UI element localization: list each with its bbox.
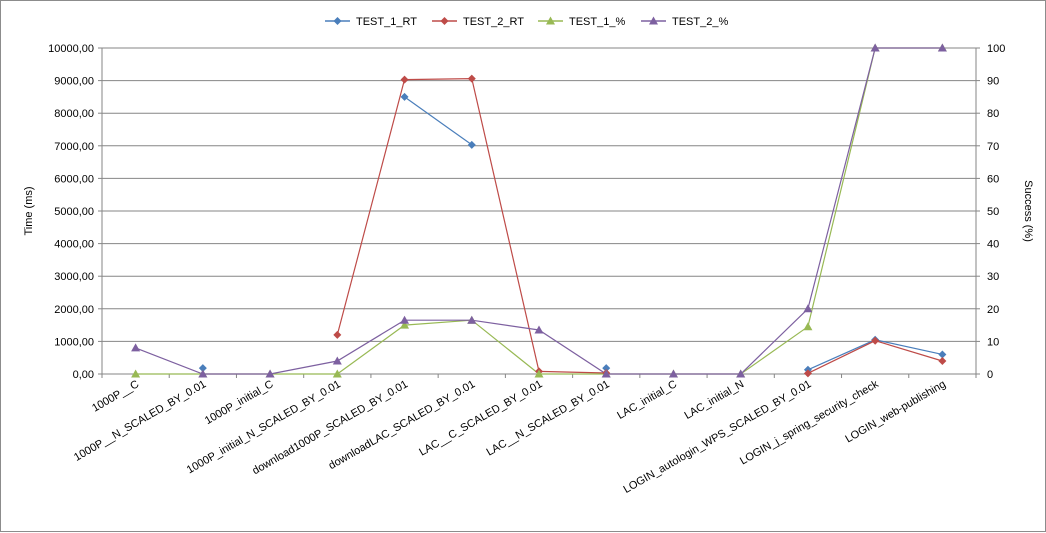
y-tick-label: 5000,00 (54, 206, 94, 218)
data-point (803, 304, 813, 313)
x-tick-label: LOGIN_j_spring_security_check (738, 378, 881, 468)
data-point (400, 320, 410, 329)
legend: TEST_1_RT TEST_2_RT TEST_1_% TEST_2_% (325, 16, 728, 28)
data-point (534, 369, 544, 378)
data-point (198, 369, 208, 378)
y2-tick-label: 50 (987, 206, 999, 218)
legend-label: TEST_1_% (569, 16, 625, 28)
y2-tick-label: 10 (987, 336, 999, 348)
data-point (938, 356, 947, 365)
y2-tick-label: 90 (987, 76, 999, 88)
series-line (807, 340, 943, 374)
y2-tick-label: 80 (987, 108, 999, 120)
data-point (333, 330, 342, 339)
y-tick-label: 8000,00 (54, 108, 94, 120)
data-point (332, 369, 342, 378)
y2-tick-label: 0 (987, 369, 993, 381)
x-tick-label: LAC_initial_N (682, 378, 746, 422)
y2-tick-label: 30 (987, 271, 999, 283)
series-markers (131, 43, 947, 378)
data-point (400, 75, 409, 84)
data-point (467, 74, 476, 83)
category-labels: 1000P__C1000P__N_SCALED_BY_0.011000P_ini… (72, 378, 948, 496)
y-tick-label: 6000,00 (54, 173, 94, 185)
y2-tick-label: 70 (987, 141, 999, 153)
data-point (736, 369, 746, 378)
data-point (601, 369, 611, 378)
legend-label: TEST_2_RT (463, 16, 524, 28)
right-axis-ticks: 0 10 20 30 40 50 60 70 80 90 100 (987, 43, 1005, 381)
data-point (198, 364, 207, 373)
data-point (400, 92, 409, 101)
x-tick-label: 1000P__C (90, 378, 141, 414)
y-tick-label: 10000,00 (48, 43, 94, 55)
series-line (404, 96, 473, 146)
y2-tick-label: 40 (987, 239, 999, 251)
y2-tick-label: 20 (987, 304, 999, 316)
data-point (131, 343, 141, 352)
data-point (803, 322, 813, 331)
data-point (534, 325, 544, 334)
data-point (400, 315, 410, 324)
data-point (467, 315, 477, 324)
y-tick-label: 9000,00 (54, 76, 94, 88)
data-point (937, 43, 947, 52)
left-axis-ticks: 0,00 1000,00 2000,00 3000,00 4000,00 5000,00 6… (48, 43, 94, 381)
data-point (265, 369, 275, 378)
legend-marker (440, 17, 449, 25)
data-point (871, 336, 880, 345)
y-tick-label: 3000,00 (54, 271, 94, 283)
y-tick-label: 0,00 (73, 369, 94, 381)
legend-marker (546, 16, 555, 25)
y-tick-label: 2000,00 (54, 304, 94, 316)
y-tick-label: 1000,00 (54, 336, 94, 348)
series-line (336, 77, 607, 374)
y-axis-title: Time (ms) (23, 186, 35, 235)
legend-marker (649, 16, 658, 25)
legend-marker (333, 17, 342, 25)
x-tick-label: LAC__N_SCALED_BY_0.01 (484, 378, 611, 458)
y-tick-label: 7000,00 (54, 141, 94, 153)
data-point (131, 369, 141, 378)
legend-label: TEST_2_% (672, 16, 728, 28)
x-tick-label: 1000P__N_SCALED_BY_0.01 (72, 378, 208, 464)
data-point (332, 356, 342, 365)
gridlines (102, 47, 976, 342)
data-point (803, 369, 812, 378)
x-tick-label: LAC__C_SCALED_BY_0.01 (417, 378, 544, 458)
legend-label: TEST_1_RT (356, 16, 417, 28)
data-point (602, 364, 611, 373)
y2-tick-label: 100 (987, 43, 1005, 55)
y-tick-label: 4000,00 (54, 239, 94, 251)
data-point (870, 43, 880, 52)
x-tick-label: LAC_initial_C (615, 378, 679, 422)
y2-tick-label: 60 (987, 173, 999, 185)
data-point (938, 350, 947, 359)
y2-axis-title: Success (%) (1022, 180, 1034, 242)
data-point (467, 140, 476, 149)
data-point (668, 369, 678, 378)
